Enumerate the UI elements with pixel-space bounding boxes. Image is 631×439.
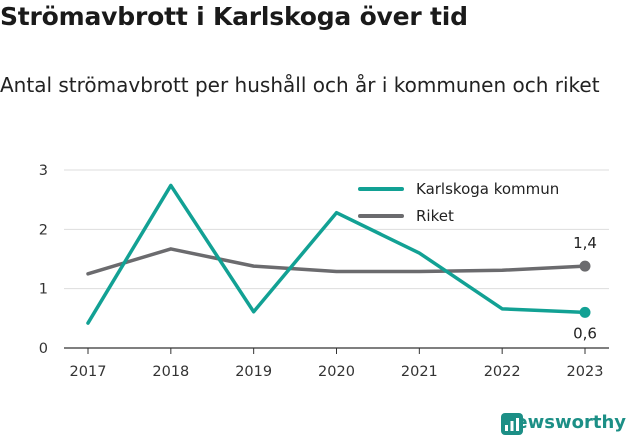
end-labels: 0,6 1,4 (573, 234, 597, 342)
x-tick-label-2019: 2019 (235, 364, 272, 380)
x-tick-label-2023: 2023 (567, 364, 604, 380)
y-tick-label-2: 2 (39, 222, 48, 238)
y-tick-label-1: 1 (39, 282, 48, 298)
x-tick-label-2018: 2018 (152, 364, 189, 380)
x-tick-label-2022: 2022 (484, 364, 521, 380)
brand-name: Newsworthy (500, 412, 626, 433)
legend-label-riket: Riket (416, 207, 454, 225)
end-label-karlskoga-kommun: 0,6 (573, 324, 597, 342)
grid-lines (64, 169, 609, 290)
y-tick-label-0: 0 (39, 341, 48, 357)
x-tick-label-2017: 2017 (70, 364, 107, 380)
series-end-point-riket (579, 260, 591, 272)
legend: Karlskoga kommun Riket (356, 180, 559, 225)
series-end-point-karlskoga-kommun (579, 306, 591, 318)
chart-title: Strömavbrott i Karlskoga över tid (0, 2, 468, 31)
series-line-riket (86, 247, 587, 276)
x-tick-label-2020: 2020 (318, 364, 355, 380)
y-tick-label-3: 3 (39, 163, 48, 179)
series-line-karlskoga-kommun (86, 183, 587, 325)
legend-label-karlskoga-kommun: Karlskoga kommun (416, 180, 559, 198)
newsworthy-brand: Newsworthy (500, 412, 626, 435)
x-tick-label-2021: 2021 (401, 364, 438, 380)
axes: 0 1 2 3 2017 2018 2019 2020 2021 2022 2023 (39, 163, 609, 380)
series-lines (86, 183, 591, 325)
end-label-riket: 1,4 (573, 234, 597, 252)
newsworthy-logo-icon (501, 413, 524, 435)
chart-subtitle: Antal strömavbrott per hushåll och år i … (0, 73, 600, 97)
